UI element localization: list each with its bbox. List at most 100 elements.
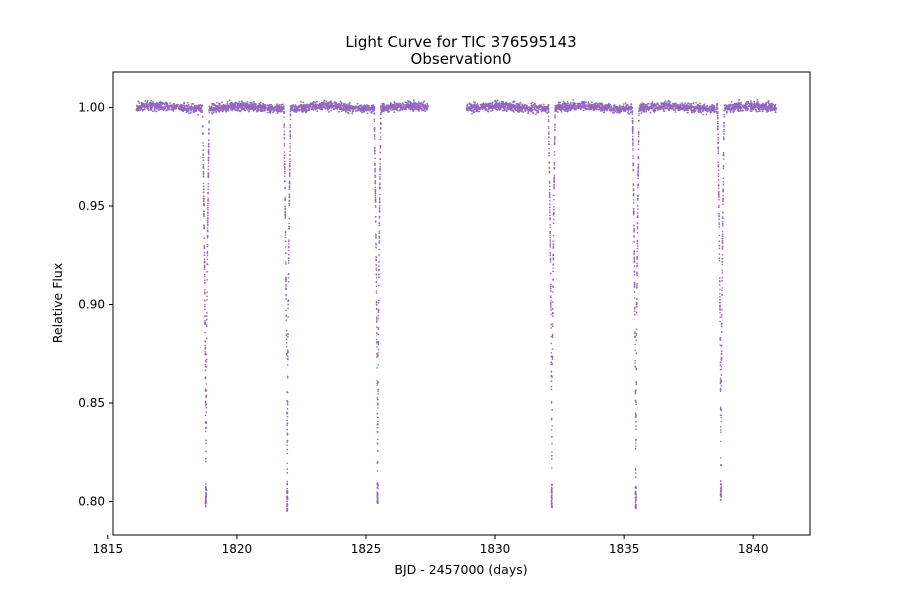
data-point: [197, 106, 199, 109]
data-point: [284, 180, 286, 182]
data-point: [287, 280, 290, 283]
data-point: [373, 113, 376, 115]
data-point: [293, 105, 296, 108]
data-point: [495, 108, 498, 111]
data-point: [203, 251, 206, 254]
data-point: [755, 106, 757, 108]
data-point: [378, 254, 380, 256]
data-point: [287, 254, 290, 256]
data-point: [204, 369, 207, 372]
data-point: [657, 107, 660, 110]
data-point: [520, 109, 523, 111]
data-point: [482, 106, 485, 109]
data-point: [288, 188, 291, 191]
data-point: [378, 273, 380, 276]
data-point: [349, 107, 352, 110]
data-point: [562, 102, 565, 105]
data-point: [634, 332, 636, 335]
data-point: [253, 106, 256, 108]
data-point: [693, 107, 696, 110]
data-point: [375, 292, 378, 294]
data-point: [148, 102, 151, 104]
data-point: [588, 108, 591, 111]
data-point: [713, 107, 715, 110]
data-point: [534, 113, 537, 116]
data-point: [570, 104, 573, 106]
data-point: [679, 105, 681, 107]
data-point: [672, 108, 675, 111]
data-point: [580, 106, 583, 109]
data-point: [357, 108, 359, 111]
data-point: [370, 110, 373, 113]
data-point: [627, 110, 630, 112]
data-point: [487, 108, 490, 111]
data-point: [203, 247, 206, 250]
data-point: [650, 102, 653, 105]
data-point: [188, 105, 191, 108]
data-point: [203, 279, 206, 282]
data-point: [339, 103, 342, 106]
data-point: [466, 104, 469, 107]
data-point: [379, 113, 382, 116]
data-point: [224, 107, 227, 110]
data-point: [207, 157, 210, 159]
data-point: [550, 454, 553, 457]
data-point: [271, 105, 274, 108]
data-point: [481, 103, 484, 106]
data-point: [232, 102, 235, 105]
data-point: [532, 104, 535, 106]
data-point: [580, 102, 583, 105]
data-point: [766, 101, 769, 104]
data-point: [705, 113, 708, 116]
data-point: [732, 104, 734, 107]
data-point: [287, 299, 290, 302]
data-point: [269, 106, 272, 109]
data-point: [767, 104, 770, 107]
data-point: [749, 110, 752, 112]
data-point: [308, 105, 311, 108]
data-point: [283, 124, 285, 127]
data-point: [378, 230, 381, 232]
data-point: [695, 101, 697, 104]
data-point: [233, 107, 236, 110]
data-point: [207, 175, 210, 177]
data-point: [204, 321, 206, 324]
data-point: [285, 314, 288, 317]
data-point: [286, 500, 288, 503]
data-point: [379, 132, 382, 134]
data-point: [377, 342, 380, 344]
data-point: [608, 109, 611, 112]
data-point: [389, 102, 392, 104]
data-point: [286, 482, 289, 485]
data-point: [393, 104, 396, 107]
data-point: [289, 109, 292, 111]
data-point: [596, 105, 599, 108]
data-point: [425, 108, 428, 111]
data-point: [359, 104, 362, 107]
data-point: [146, 108, 149, 110]
data-point: [404, 106, 407, 109]
data-point: [477, 110, 479, 113]
data-point: [247, 104, 250, 107]
data-point: [286, 462, 288, 465]
data-point: [289, 147, 291, 149]
data-point: [522, 111, 524, 113]
data-point: [505, 110, 508, 112]
data-point: [377, 390, 379, 393]
data-point: [283, 110, 285, 113]
data-point: [516, 108, 519, 111]
data-point: [761, 110, 764, 113]
data-point: [607, 106, 610, 108]
data-point: [359, 109, 362, 112]
data-point: [204, 376, 207, 378]
data-point: [659, 107, 662, 110]
data-point: [264, 104, 267, 106]
data-point: [284, 230, 287, 233]
data-point: [339, 100, 342, 103]
data-point: [652, 109, 655, 112]
data-point: [204, 430, 207, 433]
data-point: [202, 202, 205, 205]
data-point: [581, 100, 584, 103]
data-point: [524, 109, 527, 112]
